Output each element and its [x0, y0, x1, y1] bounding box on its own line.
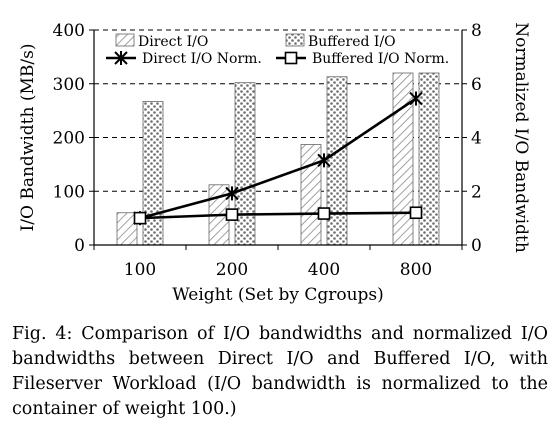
y-axis-title: I/O Bandwidth (MB/s)	[18, 44, 38, 232]
legend-swatch	[115, 33, 135, 47]
bar-buffered-io	[418, 72, 440, 246]
y2-tick-label: 0	[471, 236, 482, 256]
bars	[116, 72, 440, 246]
direct-io-norm-marker	[409, 91, 423, 106]
y2-tick-label: 8	[471, 21, 482, 41]
y2-tick-label: 6	[471, 75, 482, 95]
x-tick-label: 200	[216, 260, 248, 280]
legend-item: Direct I/O Norm.	[106, 51, 262, 67]
direct-io-norm-line	[139, 97, 417, 220]
x-tick-label: 100	[124, 260, 156, 280]
figure-caption: Fig. 4: Comparison of I/O bandwidths and…	[12, 324, 548, 419]
tick-labels: 0 100 200 300 400 0 2 4 6 8 100 200 400 800 Weight (Se…	[18, 21, 531, 305]
legend-marker	[114, 51, 128, 65]
axes	[89, 29, 467, 250]
bar-direct-io	[392, 72, 414, 246]
legend-item: Buffered I/O	[285, 33, 396, 50]
y-tick-label: 400	[53, 21, 85, 41]
y-tick-label: 0	[74, 236, 85, 256]
chart: Direct I/O Buffered I/O Direct I/O Norm. Bu…	[18, 21, 531, 305]
buffered-io-norm-line	[139, 211, 417, 220]
legend-swatch	[285, 33, 305, 47]
buffered-io-norm-marker	[225, 208, 239, 221]
buffered-io-norm-marker	[317, 207, 331, 220]
legend-label: Direct I/O Norm.	[142, 51, 262, 67]
legend-label: Buffered I/O	[308, 34, 396, 50]
y2-axis-title: Normalized I/O Bandwidth	[511, 22, 531, 253]
x-tick-label: 800	[400, 260, 432, 280]
legend-marker	[284, 51, 298, 65]
legend-item: Buffered I/O Norm.	[276, 51, 449, 67]
y-tick-label: 100	[53, 182, 85, 202]
y-tick-label: 200	[53, 129, 85, 149]
x-axis-title: Weight (Set by Cgroups)	[172, 285, 384, 305]
line-series	[133, 91, 423, 226]
buffered-io-norm-marker	[409, 206, 423, 220]
legend-label: Direct I/O	[138, 34, 208, 50]
direct-io-norm-marker	[225, 186, 239, 201]
bar-direct-io	[300, 144, 322, 246]
x-tick-label: 400	[308, 260, 340, 280]
y2-tick-label: 4	[471, 129, 482, 149]
buffered-io-norm-marker	[133, 211, 147, 225]
legend-label: Buffered I/O Norm.	[312, 51, 449, 67]
direct-io-norm-marker	[317, 153, 331, 168]
legend: Direct I/O Buffered I/O Direct I/O Norm. Bu…	[106, 33, 449, 67]
legend-item: Direct I/O	[115, 33, 208, 50]
y2-tick-label: 2	[471, 182, 482, 202]
y-tick-label: 300	[53, 75, 85, 95]
